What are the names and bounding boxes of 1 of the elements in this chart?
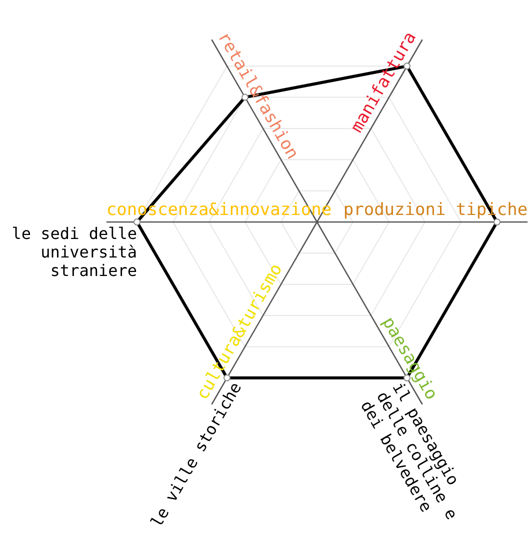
text: le sedi delle università straniere xyxy=(12,224,137,280)
